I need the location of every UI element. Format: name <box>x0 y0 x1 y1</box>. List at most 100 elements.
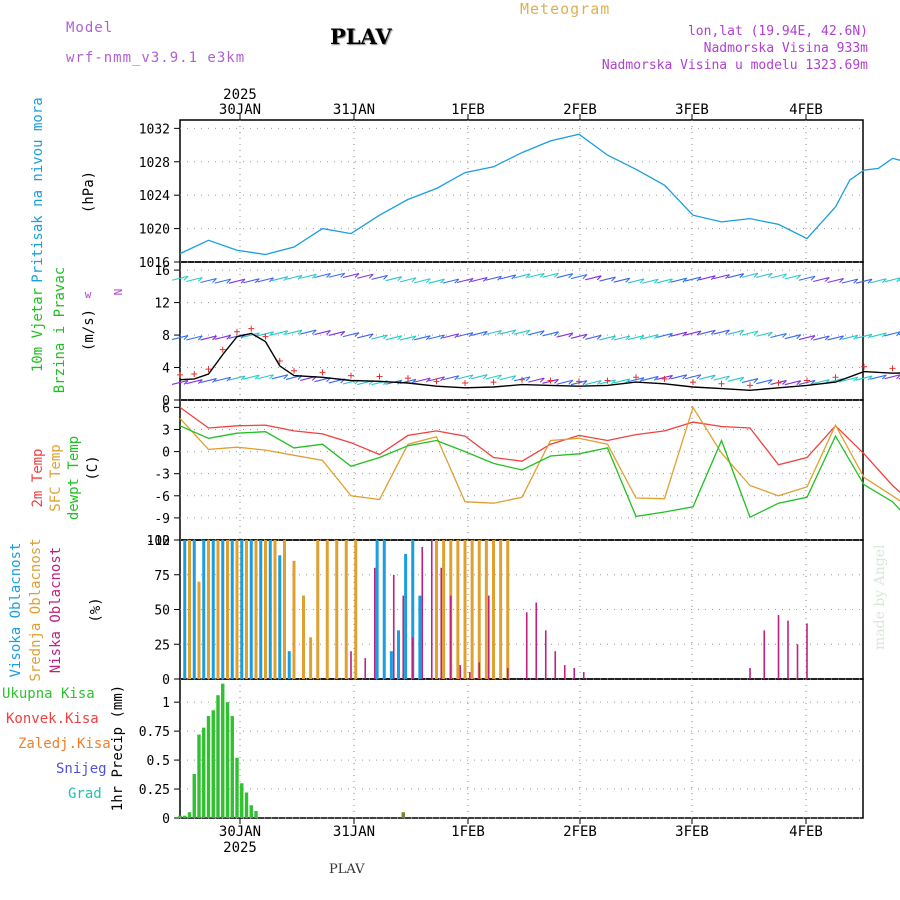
wind-arrow-head <box>782 273 787 279</box>
wind-arrow <box>884 374 900 380</box>
wind-arrow-head <box>397 335 403 341</box>
wind-arrow <box>342 272 360 279</box>
wind-arrow <box>471 330 488 336</box>
cloud-bar-0 <box>375 540 379 679</box>
wind-gust-mark <box>747 382 753 389</box>
cloud-bar-1 <box>292 560 296 679</box>
wind-arrow <box>670 331 687 337</box>
wind-arrow <box>499 375 516 381</box>
top-date-label: 4FEB <box>789 102 823 118</box>
top-date-label: 1FEB <box>451 102 485 118</box>
wind-arrow-head <box>454 375 460 381</box>
wind-gust-mark <box>205 366 212 373</box>
wind-arrow <box>243 278 260 284</box>
wind-gust-mark <box>661 375 668 382</box>
top-date-label: 3FEB <box>675 102 709 118</box>
wind-arrow <box>528 330 545 336</box>
wind-arrow <box>414 335 431 341</box>
wind-arrow-head <box>710 374 716 380</box>
wind-arrow <box>613 378 630 384</box>
wind-arrow-head <box>696 374 702 380</box>
wind-arrow <box>727 329 744 335</box>
temp-line-2 <box>179 425 900 519</box>
precip-bar <box>230 716 234 818</box>
precip-bar <box>254 811 258 818</box>
wind-arrow <box>528 272 545 278</box>
wind-arrow <box>314 272 331 279</box>
wind-arrow <box>300 329 317 335</box>
wind-arrow-head <box>653 278 659 284</box>
cloud-bar-0 <box>249 540 253 679</box>
wind-axis-label-a: 10m Vjetar <box>30 288 46 372</box>
wind-arrow <box>485 275 502 281</box>
cloud-bar-1 <box>463 540 467 679</box>
wind-arrow <box>556 332 573 338</box>
cloud-bar-0 <box>259 540 263 679</box>
cloud-bar-2 <box>535 602 538 679</box>
wind-arrow <box>684 276 702 282</box>
y-tick-label: -3 <box>154 468 170 483</box>
wind-arrow-head <box>383 334 388 340</box>
wind-arrow-head <box>511 329 517 335</box>
cloud-bar-0 <box>404 553 408 679</box>
wind-gust-mark <box>248 325 255 332</box>
wind-arrow <box>285 274 303 280</box>
wind-arrow-head <box>810 380 816 385</box>
wind-arrow-head <box>867 278 873 284</box>
cloud-unit-label: (%) <box>88 597 104 622</box>
wind-arrow <box>627 278 645 284</box>
wind-arrow <box>428 278 445 284</box>
wind-arrow <box>328 330 345 336</box>
wind-arrow <box>171 379 189 385</box>
wind-arrow <box>713 375 730 381</box>
wind-arrow <box>314 330 331 336</box>
wind-arrow-head <box>696 330 702 336</box>
cloud-bar-1 <box>309 637 313 679</box>
wind-arrow <box>741 378 759 384</box>
wind-arrow-head <box>582 333 588 339</box>
cloud-label-low: Niska Oblacnost <box>48 547 64 673</box>
wind-compass-w: w <box>85 288 92 301</box>
wind-arrow-head <box>425 335 431 341</box>
wind-arrow-head <box>497 330 502 335</box>
precip-legend-item: Ukupna Kisa <box>2 686 95 702</box>
cloud-bar-1 <box>325 540 329 679</box>
precip-bar <box>235 757 239 818</box>
cloud-bar-1 <box>344 540 348 679</box>
precip-bar <box>202 727 206 818</box>
wind-arrow-head <box>454 278 460 284</box>
wind-arrow-head <box>554 272 559 278</box>
bottom-date-label: 4FEB <box>789 824 823 840</box>
lonlat-text: lon,lat (19.94E, 42.6N) <box>687 24 868 39</box>
wind-arrow-head <box>368 273 374 279</box>
cloud-bar-0 <box>221 540 225 679</box>
wind-arrow-head <box>753 330 759 336</box>
wind-arrow-head <box>326 273 331 278</box>
cloud-bar-0 <box>411 540 415 679</box>
top-date-label: 30JAN <box>219 102 261 118</box>
y-tick-label: -6 <box>154 490 170 505</box>
wind-arrow <box>684 330 702 336</box>
bottom-date-label: 31JAN <box>333 824 375 840</box>
wind-arrow-head <box>240 278 246 284</box>
wind-arrow <box>499 274 516 280</box>
bottom-year-label: 2025 <box>223 840 257 856</box>
wind-arrow-head <box>269 374 274 380</box>
wind-arrow <box>485 374 502 380</box>
y-tick-label: 6 <box>162 401 170 416</box>
cloud-bar-1 <box>216 540 220 679</box>
cloud-bar-2 <box>806 623 808 679</box>
wind-gust-mark <box>804 377 810 384</box>
wind-arrow <box>613 277 630 283</box>
wind-arrow <box>171 275 189 281</box>
panel-frame-clouds <box>179 539 864 680</box>
wind-speed-line <box>179 332 900 392</box>
wind-arrow <box>855 333 873 339</box>
wind-arrow-head <box>782 380 787 385</box>
cloud-bar-0 <box>230 540 234 679</box>
wind-gust-mark <box>191 371 198 378</box>
wind-arrow <box>599 335 616 341</box>
wind-arrow <box>656 278 673 284</box>
